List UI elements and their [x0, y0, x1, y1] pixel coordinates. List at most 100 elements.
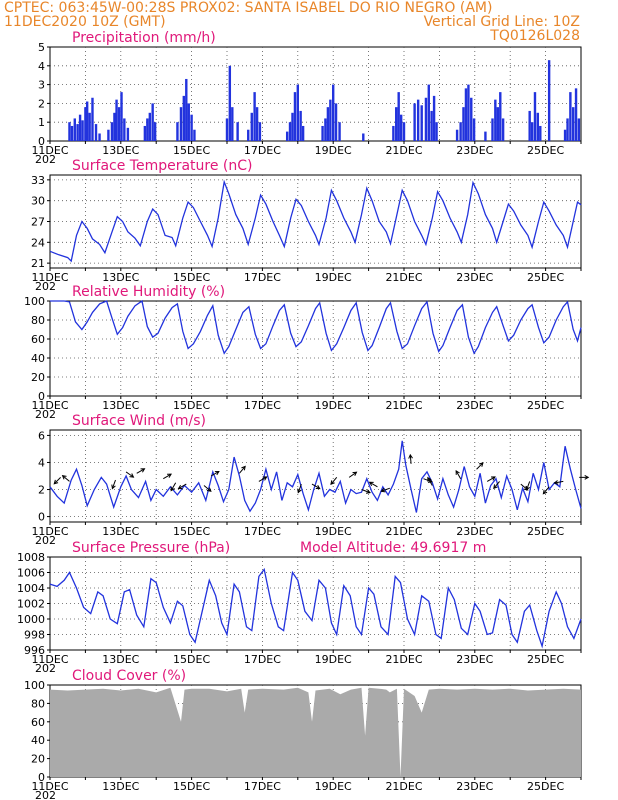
precip-bar: [98, 133, 101, 141]
x-tick-label: 25DEC: [527, 780, 564, 793]
precip-bar: [494, 99, 497, 141]
x-tick-label: 13DEC: [102, 780, 139, 793]
y-tick-label: 40: [31, 734, 45, 747]
wind-arrow-head: [542, 489, 548, 495]
precip-bar: [435, 122, 438, 141]
precip-bar: [291, 112, 294, 141]
y-tick-label: 4: [38, 60, 45, 73]
panel-title: Surface Pressure (hPa): [72, 540, 230, 556]
x-tick-label: 11DEC: [31, 399, 68, 412]
precip-bar: [530, 122, 534, 141]
wind-arrow: [542, 486, 550, 495]
wind-arrow: [210, 471, 220, 477]
precip-bar: [402, 122, 406, 141]
x-tick-label: 11DEC: [31, 780, 68, 793]
precip-bar: [332, 84, 335, 141]
wind-arrow-head: [490, 476, 496, 481]
precip-bar: [324, 118, 327, 141]
precip-bar: [293, 92, 297, 141]
precip-bar: [84, 107, 87, 141]
wind-arrow: [311, 483, 321, 490]
x-tick-label: 13DEC: [102, 525, 139, 538]
y-tick-label: 998: [24, 629, 45, 642]
wind-arrow-head: [262, 476, 268, 481]
precip-bar: [533, 92, 537, 141]
precip-bar: [472, 118, 476, 141]
wind-arrow: [493, 481, 500, 489]
precip-bar: [484, 131, 487, 141]
wind-arrow: [381, 487, 391, 492]
x-tick-label: 25DEC: [527, 271, 564, 284]
x-tick-label: 13DEC: [102, 653, 139, 666]
x-tick-label: 13DEC: [102, 271, 139, 284]
precip-bar: [70, 125, 74, 141]
panel-annotation: Model Altitude: 49.6917 m: [300, 540, 486, 556]
precip-bar: [247, 129, 250, 141]
x-tick-label: 17DEC: [244, 271, 281, 284]
precip-bar: [362, 133, 365, 141]
panel-2: 21 24 27 30 33 11DEC 13DEC 15DEC 17DEC 19DEC 21DEC…: [31, 158, 582, 293]
y-tick-label: 0: [38, 511, 45, 524]
panel-5: 996 998 1000 1002 1004 1006 1008 11DEC 13DEC 15DE…: [17, 540, 582, 675]
series-line: [50, 299, 582, 355]
wind-arrow: [409, 454, 412, 464]
wind-arrow: [476, 462, 484, 470]
y-tick-label: 0: [38, 135, 45, 148]
x-tick-label: 23DEC: [456, 399, 493, 412]
precip-bar: [296, 84, 299, 141]
x-tick-label: 19DEC: [315, 780, 352, 793]
precip-bar: [569, 92, 572, 141]
wind-arrow-head: [455, 470, 460, 475]
plot-frame: [49, 429, 582, 523]
wind-arrow-head: [523, 485, 529, 491]
wind-arrow-head: [427, 476, 432, 482]
precip-bar: [120, 92, 123, 141]
y-tick-label: 2: [38, 484, 45, 497]
precip-bar: [88, 112, 91, 141]
wind-arrow-head: [177, 484, 183, 490]
precip-bar: [113, 112, 116, 141]
series-line: [49, 567, 582, 649]
precip-bar: [228, 65, 232, 141]
wind-arrow: [136, 468, 145, 474]
wind-arrow-head: [478, 462, 484, 467]
precip-bar: [225, 118, 229, 141]
wind-arrow-head: [368, 481, 374, 486]
wind-arrow-head: [241, 465, 246, 471]
wind-arrow: [486, 476, 496, 482]
precip-bar: [250, 112, 253, 141]
y-tick-label: 100: [24, 679, 45, 692]
precip-bar: [285, 131, 289, 141]
y-tick-label: 1004: [17, 582, 45, 595]
precip-bar: [236, 122, 239, 141]
wind-arrow: [369, 481, 378, 488]
y-tick-label: 3: [38, 79, 45, 92]
cloud-area: [50, 687, 581, 777]
x-tick-label: 23DEC: [456, 780, 493, 793]
wind-arrow: [330, 477, 338, 485]
precip-bar: [81, 120, 84, 141]
x-tick-label: 21DEC: [385, 525, 422, 538]
y-tick-label: 24: [31, 236, 45, 249]
wind-arrow: [427, 477, 433, 486]
precip-bar: [110, 122, 114, 141]
precip-bar: [76, 124, 79, 141]
plot-frame: [49, 300, 582, 397]
precip-bar: [73, 118, 76, 141]
wind-arrow: [178, 483, 187, 490]
y-tick-label: 1002: [17, 598, 45, 611]
y-tick-label: 60: [31, 716, 45, 729]
precip-bar: [78, 114, 82, 141]
precip-bar: [424, 97, 428, 141]
x-tick-label: 15DEC: [173, 525, 210, 538]
precip-bar: [91, 97, 94, 141]
x-tick-label: 23DEC: [456, 144, 493, 157]
precip-bar: [467, 84, 470, 141]
precip-bar: [464, 88, 468, 141]
y-tick-label: 6: [38, 429, 45, 442]
x-tick-label: 17DEC: [244, 653, 281, 666]
wind-arrow: [170, 482, 177, 491]
panel-title: Precipitation (mm/h): [72, 30, 216, 46]
x-tick-label: 23DEC: [456, 525, 493, 538]
precip-bar: [413, 103, 416, 141]
